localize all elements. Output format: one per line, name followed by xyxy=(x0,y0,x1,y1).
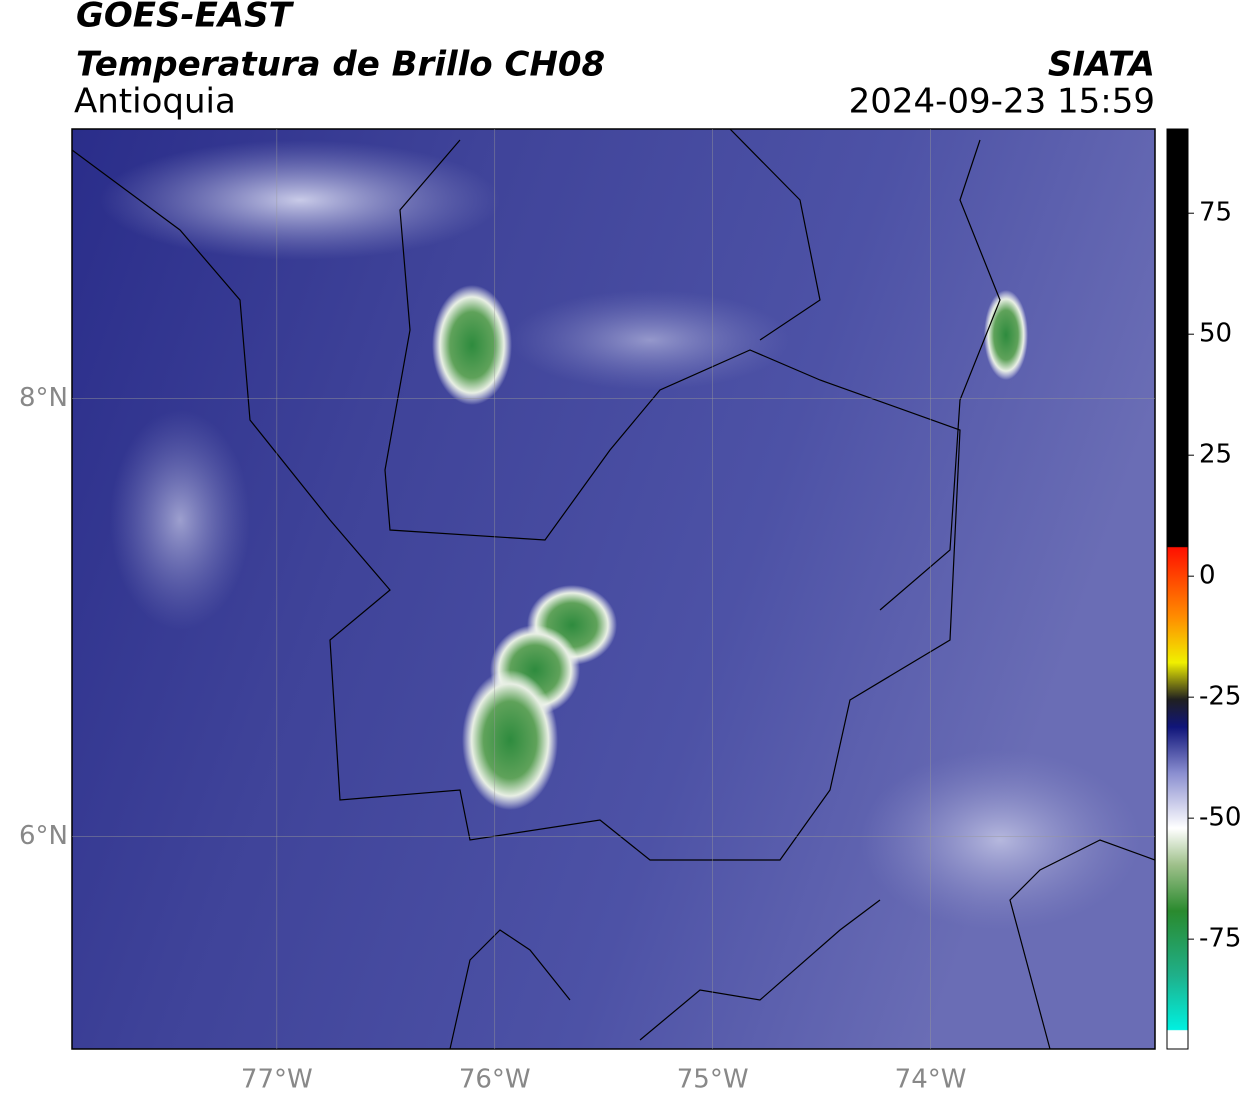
x-tick-label: 75°W xyxy=(677,1065,749,1095)
datetime: 2024-09-23 15:59 xyxy=(849,82,1155,122)
product: Temperatura de Brillo CH08 xyxy=(76,45,605,85)
colorbar-tick-label: -25 xyxy=(1199,682,1241,712)
source: SIATA xyxy=(1048,45,1155,85)
colorbar-tick-label: -75 xyxy=(1199,924,1241,954)
satellite: GOES-EAST xyxy=(76,0,295,36)
x-tick-label: 77°W xyxy=(241,1065,313,1095)
colorbar-tick-label: 75 xyxy=(1199,198,1232,228)
y-tick-label: 8°N xyxy=(19,383,68,413)
imagery xyxy=(72,129,1155,1049)
region: Antioquia xyxy=(74,82,236,122)
colorbar-tick-label: 0 xyxy=(1199,561,1216,591)
colorbar-tick-label: 50 xyxy=(1199,319,1232,349)
x-tick-label: 74°W xyxy=(895,1065,967,1095)
y-tick-label: 6°N xyxy=(19,821,68,851)
map-frame xyxy=(71,128,1156,1050)
colorbar-tick-label: -50 xyxy=(1199,803,1241,833)
colorbar xyxy=(1166,128,1189,1050)
x-tick-label: 76°W xyxy=(459,1065,531,1095)
colorbar-tick-label: 25 xyxy=(1199,440,1232,470)
